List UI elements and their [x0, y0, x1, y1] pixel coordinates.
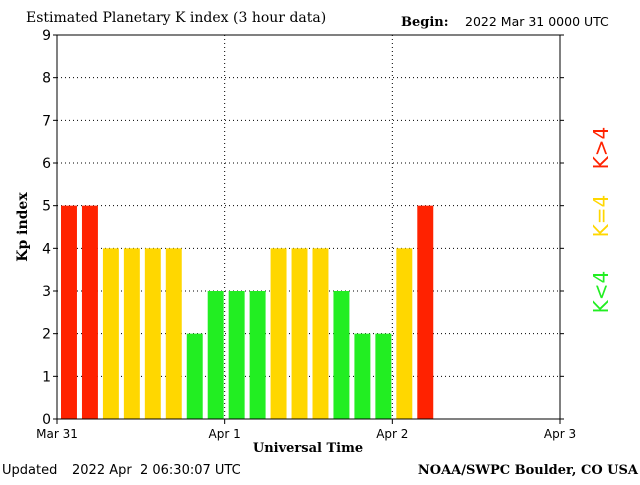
y-axis-label: Kp index [15, 192, 31, 262]
kp-bar [207, 291, 224, 419]
kp-bar [396, 248, 413, 419]
kp-bar [375, 333, 392, 419]
x-tick-label: Mar 31 [36, 427, 78, 441]
kp-bar [102, 248, 119, 419]
kp-bar [144, 248, 161, 419]
kp-bar [291, 248, 308, 419]
bars [61, 205, 434, 419]
chart-title: Estimated Planetary K index (3 hour data… [26, 10, 326, 26]
kp-bar [186, 333, 203, 419]
y-tick-label: 8 [42, 71, 51, 87]
x-axis-label: Universal Time [253, 441, 363, 456]
kp-bar [228, 291, 245, 419]
y-tick-label: 9 [42, 28, 51, 44]
y-tick-label: 0 [42, 412, 51, 428]
kp-bar [333, 291, 350, 419]
kp-bar [81, 205, 98, 419]
begin-label: Begin: [401, 15, 449, 30]
legend-mid: K=4 [589, 195, 613, 238]
kp-bar [249, 291, 266, 419]
updated-value: 2022 Apr 2 06:30:07 UTC [72, 463, 241, 478]
y-tick-label: 6 [42, 156, 51, 172]
gridlines [57, 34, 560, 419]
y-tick-label: 1 [42, 369, 51, 385]
kp-bar [61, 205, 77, 419]
x-tick-label: Apr 2 [376, 427, 408, 441]
axes: 0 1 2 3 4 5 6 7 8 9 Mar 31 Apr 1 Apr 2 Apr 3 [36, 28, 576, 441]
x-tick-label: Apr 1 [209, 427, 241, 441]
kp-bar [417, 205, 434, 419]
x-tick-label: Apr 3 [544, 427, 576, 441]
kp-bar [165, 248, 182, 419]
kp-bar [270, 248, 287, 419]
legend-high: K>4 [589, 127, 613, 170]
y-tick-label: 5 [42, 199, 51, 215]
y-tick-label: 2 [42, 327, 51, 343]
y-tick-label: 3 [42, 284, 51, 300]
plot-frame [56, 34, 561, 420]
source-credit: NOAA/SWPC Boulder, CO USA [418, 463, 639, 478]
kp-bar [312, 248, 329, 419]
begin-value: 2022 Mar 31 0000 UTC [465, 14, 609, 29]
legend-low: K<4 [589, 271, 613, 314]
kp-bar [123, 248, 140, 419]
y-tick-label: 4 [42, 241, 51, 257]
updated-label: Updated [2, 463, 57, 478]
y-tick-label: 7 [42, 113, 51, 129]
kp-bar [354, 333, 371, 419]
